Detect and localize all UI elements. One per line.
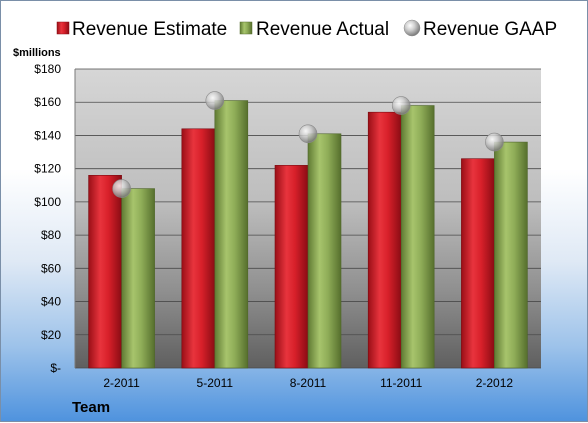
bar-revenue-estimate — [181, 128, 216, 369]
x-axis-title: Team — [72, 399, 110, 416]
legend: Revenue Estimate Revenue Actual Revenue … — [56, 19, 557, 40]
bars — [88, 100, 528, 369]
y-tick-label: $100 — [34, 195, 61, 209]
legend-label-revenue-gaap: Revenue GAAP — [423, 19, 557, 40]
x-tick-label: 2-2011 — [103, 376, 140, 390]
y-axis-unit-label: $millions — [13, 47, 61, 59]
x-tick-label: 11-2011 — [380, 376, 423, 390]
y-axis-ticks: $- $20 $40 $60 $80 $100 $120 $140 $160 $180 — [34, 62, 61, 375]
y-tick-label: $- — [50, 361, 61, 375]
bar-revenue-estimate — [88, 175, 122, 369]
x-tick-label: 8-2011 — [290, 376, 327, 390]
y-tick-label: $20 — [41, 328, 61, 342]
bar-revenue-actual — [400, 105, 435, 369]
y-tick-label: $140 — [34, 128, 61, 142]
point-revenue-gaap — [391, 96, 411, 115]
y-tick-label: $80 — [41, 228, 61, 242]
legend-label-revenue-actual: Revenue Actual — [256, 19, 389, 40]
point-revenue-gaap — [112, 179, 131, 198]
x-axis-ticks: 2-2011 5-2011 8-2011 11-2011 2-2012 — [103, 376, 513, 390]
bar-revenue-actual — [494, 141, 528, 369]
gaap-points — [112, 91, 504, 198]
point-revenue-gaap — [485, 132, 504, 152]
legend-label-revenue-estimate: Revenue Estimate — [72, 19, 227, 40]
point-revenue-gaap — [298, 124, 318, 144]
x-tick-label: 5-2011 — [197, 376, 234, 390]
bar-revenue-actual — [214, 100, 249, 369]
bar-revenue-estimate — [274, 165, 309, 369]
y-tick-label: $40 — [41, 295, 61, 309]
legend-swatch-revenue-actual — [239, 21, 253, 35]
legend-marker-revenue-gaap — [403, 19, 421, 37]
bar-revenue-estimate — [461, 158, 495, 369]
bar-revenue-estimate — [367, 111, 402, 369]
y-tick-label: $120 — [34, 162, 61, 176]
x-tick-label: 2-2012 — [476, 376, 514, 390]
legend-swatch-revenue-estimate — [56, 21, 70, 35]
y-tick-label: $180 — [34, 62, 61, 76]
y-tick-label: $60 — [41, 261, 61, 275]
bar-revenue-actual — [121, 188, 155, 369]
y-tick-label: $160 — [34, 95, 61, 109]
point-revenue-gaap — [205, 91, 225, 110]
bar-revenue-actual — [307, 133, 342, 369]
